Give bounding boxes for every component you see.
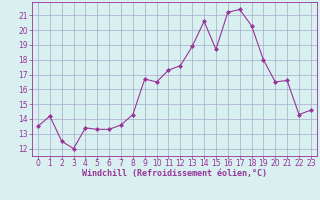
- X-axis label: Windchill (Refroidissement éolien,°C): Windchill (Refroidissement éolien,°C): [82, 169, 267, 178]
